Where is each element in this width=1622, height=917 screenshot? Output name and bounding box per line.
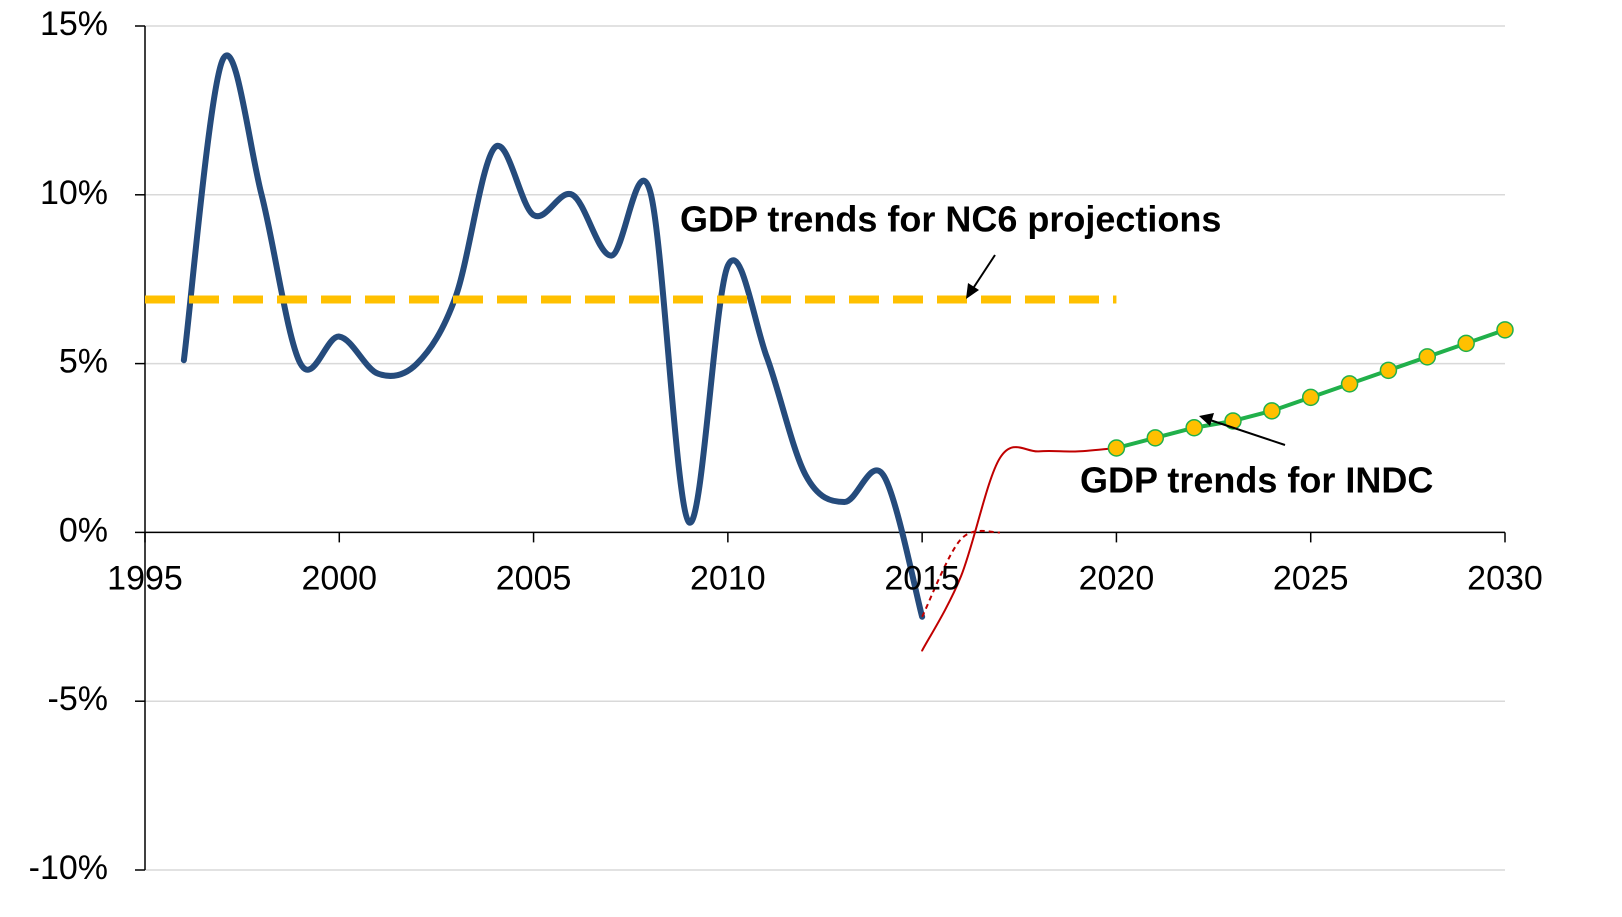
x-tick-label: 2010 [690,559,766,597]
x-tick-label: 2020 [1079,559,1155,597]
point [1340,375,1359,393]
labels: -10% -5% 0% 5% 10% 15% 1995 2000 2005 2010 2015 202… [29,5,1543,887]
point [1418,348,1437,366]
line-series [921,529,1001,618]
y-tick-label: 15% [40,5,108,43]
annotation: GDP trends for INDC [1080,460,1433,501]
point [1457,334,1475,353]
x-tick-label: 1995 [107,559,183,597]
point [1496,321,1514,339]
point [1379,361,1398,380]
plot [145,52,1514,652]
x-tick-label: 2000 [301,559,377,597]
point [1263,402,1281,420]
annotation: GDP trends for NC6 projections [680,199,1221,240]
grid [135,25,1506,871]
arrow-line [971,254,996,291]
arrow-head [966,283,979,299]
y-tick-label: -5% [48,680,108,718]
x-tick-label: 2030 [1467,559,1543,597]
x-tick-label: 2005 [496,559,572,597]
point [1301,388,1320,407]
y-tick-label: 10% [40,174,108,212]
x-tick-label: 2025 [1273,559,1349,597]
point [1224,412,1242,430]
arrow-head [1199,413,1214,426]
arrow-line [1209,419,1286,446]
y-tick-label: 5% [59,343,108,381]
y-tick-label: 0% [59,511,108,549]
y-tick-label: -10% [29,849,108,887]
x-tick-label: 2015 [884,559,960,597]
point [1107,439,1126,457]
line-series [921,446,1118,652]
point [1146,429,1165,447]
point [1185,418,1203,437]
